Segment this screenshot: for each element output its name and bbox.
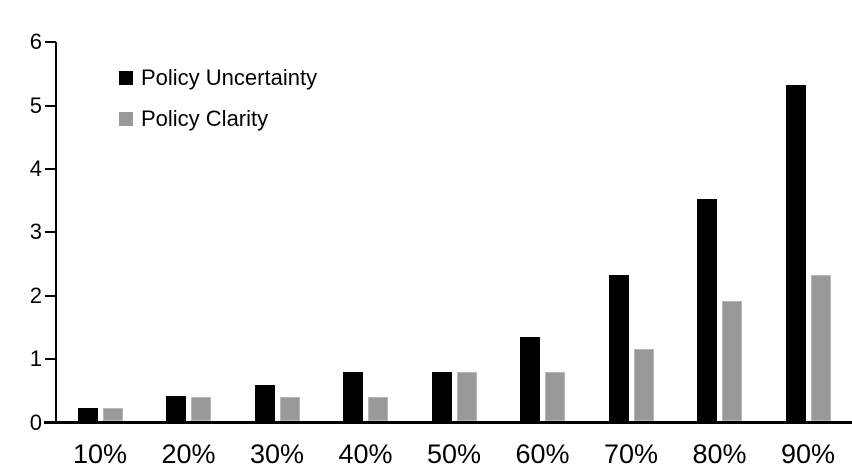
bar-policy-uncertainty-60% — [520, 336, 540, 421]
y-axis-tick-label: 2 — [29, 282, 42, 308]
bar-policy-clarity-50% — [456, 372, 477, 421]
bar-policy-clarity-10% — [102, 408, 123, 421]
y-axis-tick — [45, 421, 56, 424]
legend-label-policy-uncertainty: Policy Uncertainty — [141, 65, 318, 90]
bar-policy-uncertainty-90% — [785, 84, 806, 421]
x-axis-label: 60% — [515, 439, 570, 469]
bar-policy-uncertainty-40% — [343, 372, 363, 421]
x-axis-label: 10% — [72, 439, 128, 469]
y-axis-tick-label: 0 — [29, 409, 42, 435]
x-axis-label: 30% — [249, 439, 305, 469]
x-axis-label: 70% — [603, 439, 659, 469]
bar-policy-clarity-60% — [545, 372, 565, 421]
bar-policy-uncertainty-70% — [608, 275, 629, 421]
bar-policy-clarity-70% — [633, 349, 654, 421]
y-axis-tick-label: 4 — [29, 155, 42, 181]
y-axis-tick — [45, 231, 56, 234]
bar-policy-uncertainty-10% — [77, 408, 98, 421]
x-axis-label: 80% — [692, 439, 747, 469]
y-axis-tick — [45, 294, 56, 297]
x-axis-label: 50% — [426, 439, 482, 469]
x-axis-label: 90% — [780, 439, 836, 469]
bar-policy-uncertainty-80% — [697, 199, 717, 421]
policy-clarity-swatch-icon — [119, 112, 133, 126]
y-axis-tick — [45, 167, 56, 170]
legend-item-policy-clarity: Policy Clarity — [119, 105, 317, 133]
bar-policy-clarity-90% — [810, 275, 831, 421]
y-axis-tick-label: 5 — [29, 92, 42, 118]
x-axis-line — [44, 421, 852, 424]
policy-uncertainty-swatch-icon — [119, 71, 133, 85]
y-axis-tick — [45, 104, 56, 107]
bar-policy-uncertainty-30% — [254, 384, 275, 421]
y-axis-tick-label: 1 — [29, 346, 42, 372]
y-axis-tick-label: 6 — [29, 29, 42, 55]
bar-policy-clarity-30% — [279, 396, 300, 421]
y-axis-tick — [45, 358, 56, 361]
bar-policy-uncertainty-20% — [166, 395, 186, 421]
bar-policy-clarity-40% — [368, 396, 388, 421]
bar-policy-uncertainty-50% — [431, 371, 452, 421]
x-axis-label: 20% — [161, 439, 216, 469]
legend-item-policy-uncertainty: Policy Uncertainty — [119, 64, 317, 92]
legend-label-policy-clarity: Policy Clarity — [141, 106, 269, 131]
bar-policy-clarity-80% — [722, 300, 742, 421]
legend: Policy Uncertainty Policy Clarity — [119, 64, 317, 146]
y-axis-line — [55, 42, 57, 424]
x-axis-label: 40% — [338, 439, 393, 469]
y-axis-tick — [45, 41, 56, 44]
y-axis-tick-label: 3 — [29, 219, 42, 245]
bar-policy-clarity-20% — [191, 396, 211, 421]
